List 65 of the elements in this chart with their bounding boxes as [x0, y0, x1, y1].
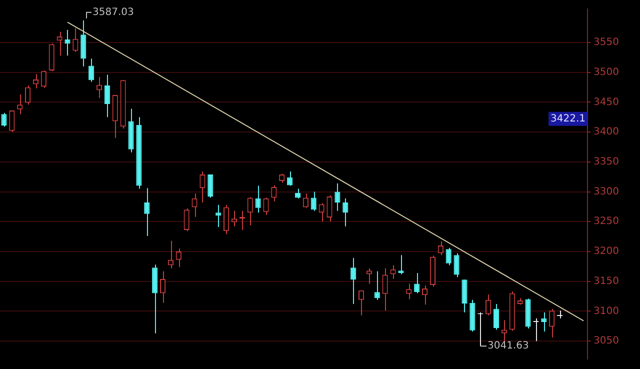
- candlestick: [366, 268, 372, 284]
- candlestick: [382, 268, 388, 312]
- y-tick-label: 3550: [594, 37, 620, 48]
- candlestick: [271, 184, 277, 202]
- candlestick: [32, 74, 39, 89]
- candlestick: [549, 308, 555, 338]
- candlestick: [318, 202, 324, 222]
- candlestick: [25, 84, 31, 106]
- candlestick: [160, 270, 166, 304]
- y-tick-label: 3450: [594, 96, 620, 108]
- candlestick: [208, 174, 214, 198]
- candlestick: [200, 170, 206, 204]
- candlestick: [454, 252, 460, 278]
- candlestick: [446, 247, 452, 266]
- candlestick: [263, 197, 269, 216]
- candlestick: [184, 208, 190, 232]
- candlestick: [358, 290, 364, 316]
- candlestick: [541, 312, 547, 332]
- candlestick: [216, 204, 222, 228]
- annotation: 3422.1: [550, 113, 586, 124]
- y-tick-label: 3400: [594, 126, 620, 138]
- candlestick: [192, 193, 198, 218]
- candlestick: [40, 70, 46, 88]
- annotation: 3587.03: [92, 6, 134, 18]
- candlestick: [493, 304, 500, 330]
- y-tick-label: 3300: [594, 186, 620, 198]
- y-tick-label: 3200: [594, 246, 620, 258]
- candlestick: [224, 204, 230, 235]
- candlestick: [406, 283, 412, 300]
- candlestick: [350, 258, 356, 305]
- annotation: 3041.63: [488, 340, 529, 352]
- y-tick-label: 3150: [594, 276, 620, 287]
- candlestick: [9, 110, 15, 133]
- y-tick-label: 3250: [594, 216, 620, 228]
- candlestick: [326, 194, 332, 222]
- candlestick: [1, 112, 7, 128]
- candlestick: [390, 264, 396, 280]
- candlestick: [302, 193, 308, 208]
- candlestick: [334, 182, 340, 212]
- candlestick: [310, 191, 316, 212]
- candlestick: [398, 254, 404, 275]
- candlestick: [144, 188, 150, 236]
- y-tick-label: 3100: [594, 306, 620, 317]
- y-tick-label: 3050: [594, 336, 620, 347]
- candlestick: [255, 185, 261, 214]
- candlestick: [533, 318, 539, 342]
- y-tick-label: 3500: [594, 66, 620, 78]
- candlestick: [462, 279, 468, 313]
- candlestick: [88, 58, 94, 82]
- candlestick: [374, 270, 380, 300]
- candlestick: [342, 198, 348, 227]
- candlestick: [64, 29, 70, 56]
- candlestick: [287, 170, 293, 186]
- candlestick: [17, 94, 23, 115]
- candlestick: [72, 28, 78, 53]
- candlestick: [414, 272, 420, 294]
- candlestick: [152, 264, 158, 334]
- candlestick: [104, 74, 110, 118]
- candlestick: [486, 294, 492, 316]
- candlestick: [247, 196, 253, 226]
- candlestick: [56, 31, 62, 56]
- candlestick: [556, 310, 563, 319]
- candlestick: [231, 210, 238, 227]
- candlestick: [80, 20, 86, 67]
- y-tick-label: 3350: [594, 156, 620, 168]
